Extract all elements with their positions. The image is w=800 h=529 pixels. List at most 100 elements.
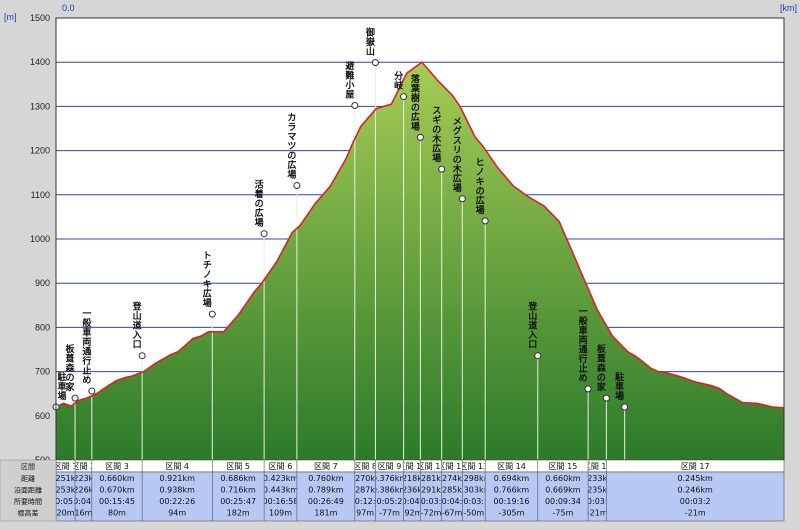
segment-elevation-diff: 94m	[168, 509, 186, 518]
waypoint-label: 活着の広場	[254, 179, 264, 229]
segment-label: 区間 11	[417, 462, 446, 471]
segment-surface-distance: 0.287km	[347, 486, 383, 495]
segment-distance: 0.660km	[99, 474, 135, 483]
segment-column: 区間 15 0.660km 0.669km 00:09:34 -75m	[537, 460, 581, 521]
waypoint-label: 板葺森の家	[66, 343, 76, 393]
segment-distance: 0.298km	[456, 474, 492, 483]
y-tick-label: 700	[35, 367, 50, 377]
y-tick-label: 1300	[30, 101, 50, 111]
waypoint-marker	[400, 93, 408, 101]
waypoint-label: 登山道入口	[527, 301, 538, 351]
segment-surface-distance: 0.226km	[66, 486, 102, 495]
y-axis-ticks: 500600700800900100011001200130014001500	[30, 13, 50, 465]
y-tick-label: 800	[35, 322, 50, 332]
segment-surface-distance: 0.291km	[413, 486, 449, 495]
waypoint-label: スギの木広場	[431, 106, 442, 165]
waypoint-markers: 駐車場板葺森の家一般車両通行止め登山道入口トチノキ広場活着の広場カラマツの広場避…	[52, 27, 629, 411]
waypoint-marker	[481, 217, 489, 225]
segment-elevation-diff: 20m	[57, 509, 75, 518]
waypoint-lines	[55, 62, 626, 460]
waypoint-marker	[621, 403, 629, 411]
segment-time: 00:05:0	[50, 497, 81, 506]
segment-label: 区間 14	[497, 462, 526, 471]
segment-surface-distance: 0.669km	[545, 486, 581, 495]
segment-distance: 0.245km	[678, 474, 714, 483]
y-tick-label: 900	[35, 278, 50, 288]
segment-elevation-diff: -77m	[379, 509, 400, 518]
segment-column: 区間 11 0.281km 0.291km 00:03:4 -72m	[413, 460, 449, 521]
segment-surface-distance: 0.766km	[494, 486, 530, 495]
y-tick-label: 1200	[30, 146, 50, 156]
segment-surface-distance: 0.253km	[48, 486, 84, 495]
waypoint-label: 避難小屋	[344, 60, 355, 101]
row-label: 標高差	[18, 509, 39, 518]
segment-time: 00:03:4	[416, 497, 447, 506]
table-body-band	[55, 471, 785, 522]
segment-label: 区間 16	[583, 462, 612, 471]
waypoint-label: トチノキ広場	[203, 251, 212, 310]
segment-elevation-diff: -305m	[498, 509, 524, 518]
segment-distance: 0.921km	[160, 474, 196, 483]
segment-time: 00:25:47	[220, 497, 256, 506]
segment-time: 00:22:26	[159, 497, 195, 506]
row-label: 所要時間	[14, 497, 42, 506]
waypoint-label: メグスリの木広場	[452, 116, 463, 194]
segment-elevation-diff: -67m	[442, 509, 463, 518]
segment-label: 区間 5	[226, 462, 250, 471]
segment-distance: 0.218km	[394, 474, 430, 483]
segment-time: 00:16:58	[263, 497, 299, 506]
segment-column: 区間 7 0.760km 0.789km 00:26:49 181m	[296, 460, 344, 521]
waypoint-marker	[138, 352, 146, 360]
segment-label: 区間 12	[438, 462, 467, 471]
segment-label: 区間 6	[269, 462, 293, 471]
waypoint-label: 駐車場	[57, 371, 66, 402]
waypoint-label: 板葺森の家	[597, 343, 607, 393]
segment-column: 区間 12 0.274km 0.285km 00:04:2 -67m	[437, 460, 468, 521]
row-label: 沿面距離	[14, 486, 42, 495]
y-unit-label: [m]	[4, 12, 17, 22]
segment-column: 区間 3 0.660km 0.670km 00:15:45 80m	[91, 460, 135, 521]
waypoint-marker	[438, 165, 446, 173]
segment-surface-distance: 0.716km	[221, 486, 257, 495]
segment-label: 区間 10	[398, 462, 427, 471]
segment-elevation-diff: 80m	[108, 509, 126, 518]
segment-column: 区間 13 0.298km 0.303km 00:03:5 -50m	[456, 460, 492, 521]
waypoint-marker	[371, 59, 379, 67]
segment-column: 区間 5 0.686km 0.716km 00:25:47 182m	[211, 460, 257, 521]
segment-column: 区間 16 0.233km 0.235km 00:03:3 -21m	[580, 460, 616, 521]
segment-column: 区間 2 0.223km 0.226km 00:04:4 16m	[66, 460, 102, 521]
segment-column: 区間 17 0.245km 0.246km 00:03:2 -21m	[606, 460, 713, 521]
segment-elevation-diff: -72m	[421, 509, 442, 518]
waypoint-label: 一般車両通行止め	[81, 310, 92, 387]
segment-time: 00:03:3	[582, 497, 613, 506]
row-label: 距離	[21, 474, 35, 483]
waypoint-marker	[416, 133, 424, 141]
x-unit-label: [km]	[780, 3, 797, 13]
segment-time: 00:04:2	[437, 497, 468, 506]
segment-time: 00:03:2	[680, 497, 711, 506]
x-start-label: 0.0	[62, 3, 75, 13]
waypoint-marker	[584, 385, 592, 393]
segment-surface-distance: 0.303km	[456, 486, 492, 495]
segment-column: 区間 14 0.694km 0.766km 00:19:16 -305m	[484, 460, 530, 521]
segment-distance: 0.660km	[545, 474, 581, 483]
segment-time: 00:19:16	[494, 497, 530, 506]
segment-surface-distance: 0.938km	[160, 486, 196, 495]
segment-time: 00:12:3	[350, 497, 381, 506]
segment-label: 区間 9	[378, 462, 402, 471]
segment-time: 00:09:34	[545, 497, 581, 506]
segment-column: 区間 4 0.921km 0.938km 00:22:26 94m	[141, 460, 196, 521]
segment-distance: 0.281km	[413, 474, 449, 483]
segment-elevation-diff: -21m	[685, 509, 706, 518]
segment-surface-distance: 0.443km	[263, 486, 299, 495]
segment-label: 区間 2	[72, 462, 96, 471]
segment-elevation-diff: 181m	[314, 509, 337, 518]
y-tick-label: 1400	[30, 57, 50, 67]
segment-distance: 0.233km	[580, 474, 616, 483]
segment-label: 区間 3	[105, 462, 129, 471]
segment-label: 区間 17	[681, 462, 710, 471]
waypoint-label: 分岐	[394, 70, 404, 92]
profile-line-layer	[55, 61, 785, 409]
waypoint-label: 落葉樹の広場	[410, 73, 421, 133]
